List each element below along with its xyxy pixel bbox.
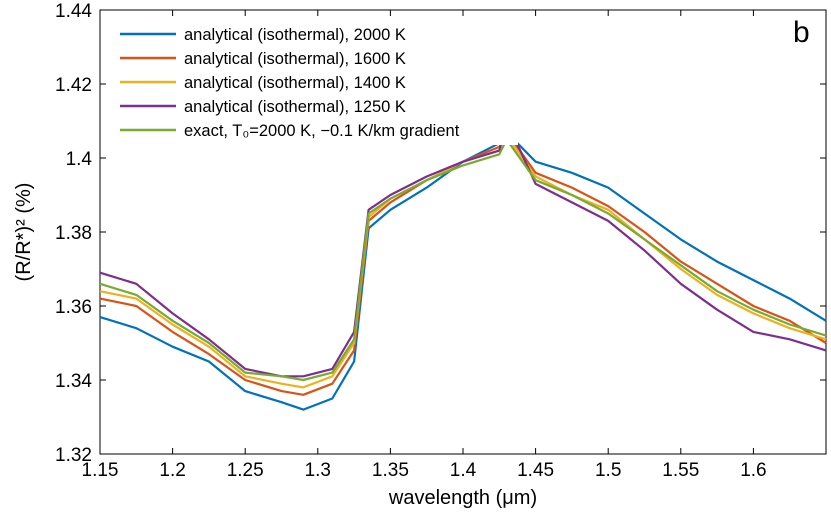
legend-entry: analytical (isothermal), 1600 K	[184, 50, 406, 68]
legend-entry: analytical (isothermal), 2000 K	[184, 26, 406, 44]
legend-box	[113, 17, 518, 145]
tick-layer: 1.15 1.2 1.25 1.3 1.35 1.4 1.45 1.5 1.55 1.6 1.32 1…	[55, 1, 826, 481]
y-tick-label: 1.42	[55, 75, 92, 96]
x-tick-label: 1.4	[450, 460, 477, 481]
legend-entry: analytical (isothermal), 1400 K	[184, 74, 406, 92]
x-tick-label: 1.5	[595, 460, 621, 481]
x-tick-label: 1.2	[159, 460, 185, 481]
panel-label: b	[793, 16, 810, 49]
y-tick-label: 1.36	[55, 297, 92, 318]
legend-entry: exact, T₀=2000 K, −0.1 K/km gradient	[184, 122, 460, 140]
x-tick-label: 1.35	[372, 460, 409, 481]
x-tick-label: 1.45	[517, 460, 554, 481]
series-line-3	[99, 134, 827, 389]
x-tick-label: 1.55	[662, 460, 699, 481]
series-line-4	[99, 119, 827, 378]
y-tick-label: 1.44	[55, 1, 92, 22]
series-layer	[99, 119, 827, 411]
x-tick-label: 1.3	[305, 460, 331, 481]
y-tick-label: 1.4	[66, 149, 93, 170]
y-tick-label: 1.32	[55, 445, 92, 466]
series-line-5	[99, 138, 827, 382]
series-line-1	[99, 131, 827, 411]
y-axis-label: (R/R*)² (%)	[13, 183, 35, 282]
x-axis-label: wavelength (μm)	[388, 487, 537, 509]
x-tick-label: 1.15	[82, 460, 119, 481]
legend-entry: analytical (isothermal), 1250 K	[184, 98, 406, 116]
legend: analytical (isothermal), 2000 K analytica…	[113, 17, 518, 145]
y-tick-label: 1.34	[55, 371, 92, 392]
y-tick-label: 1.38	[55, 223, 92, 244]
x-tick-label: 1.6	[740, 460, 766, 481]
x-tick-label: 1.25	[227, 460, 264, 481]
